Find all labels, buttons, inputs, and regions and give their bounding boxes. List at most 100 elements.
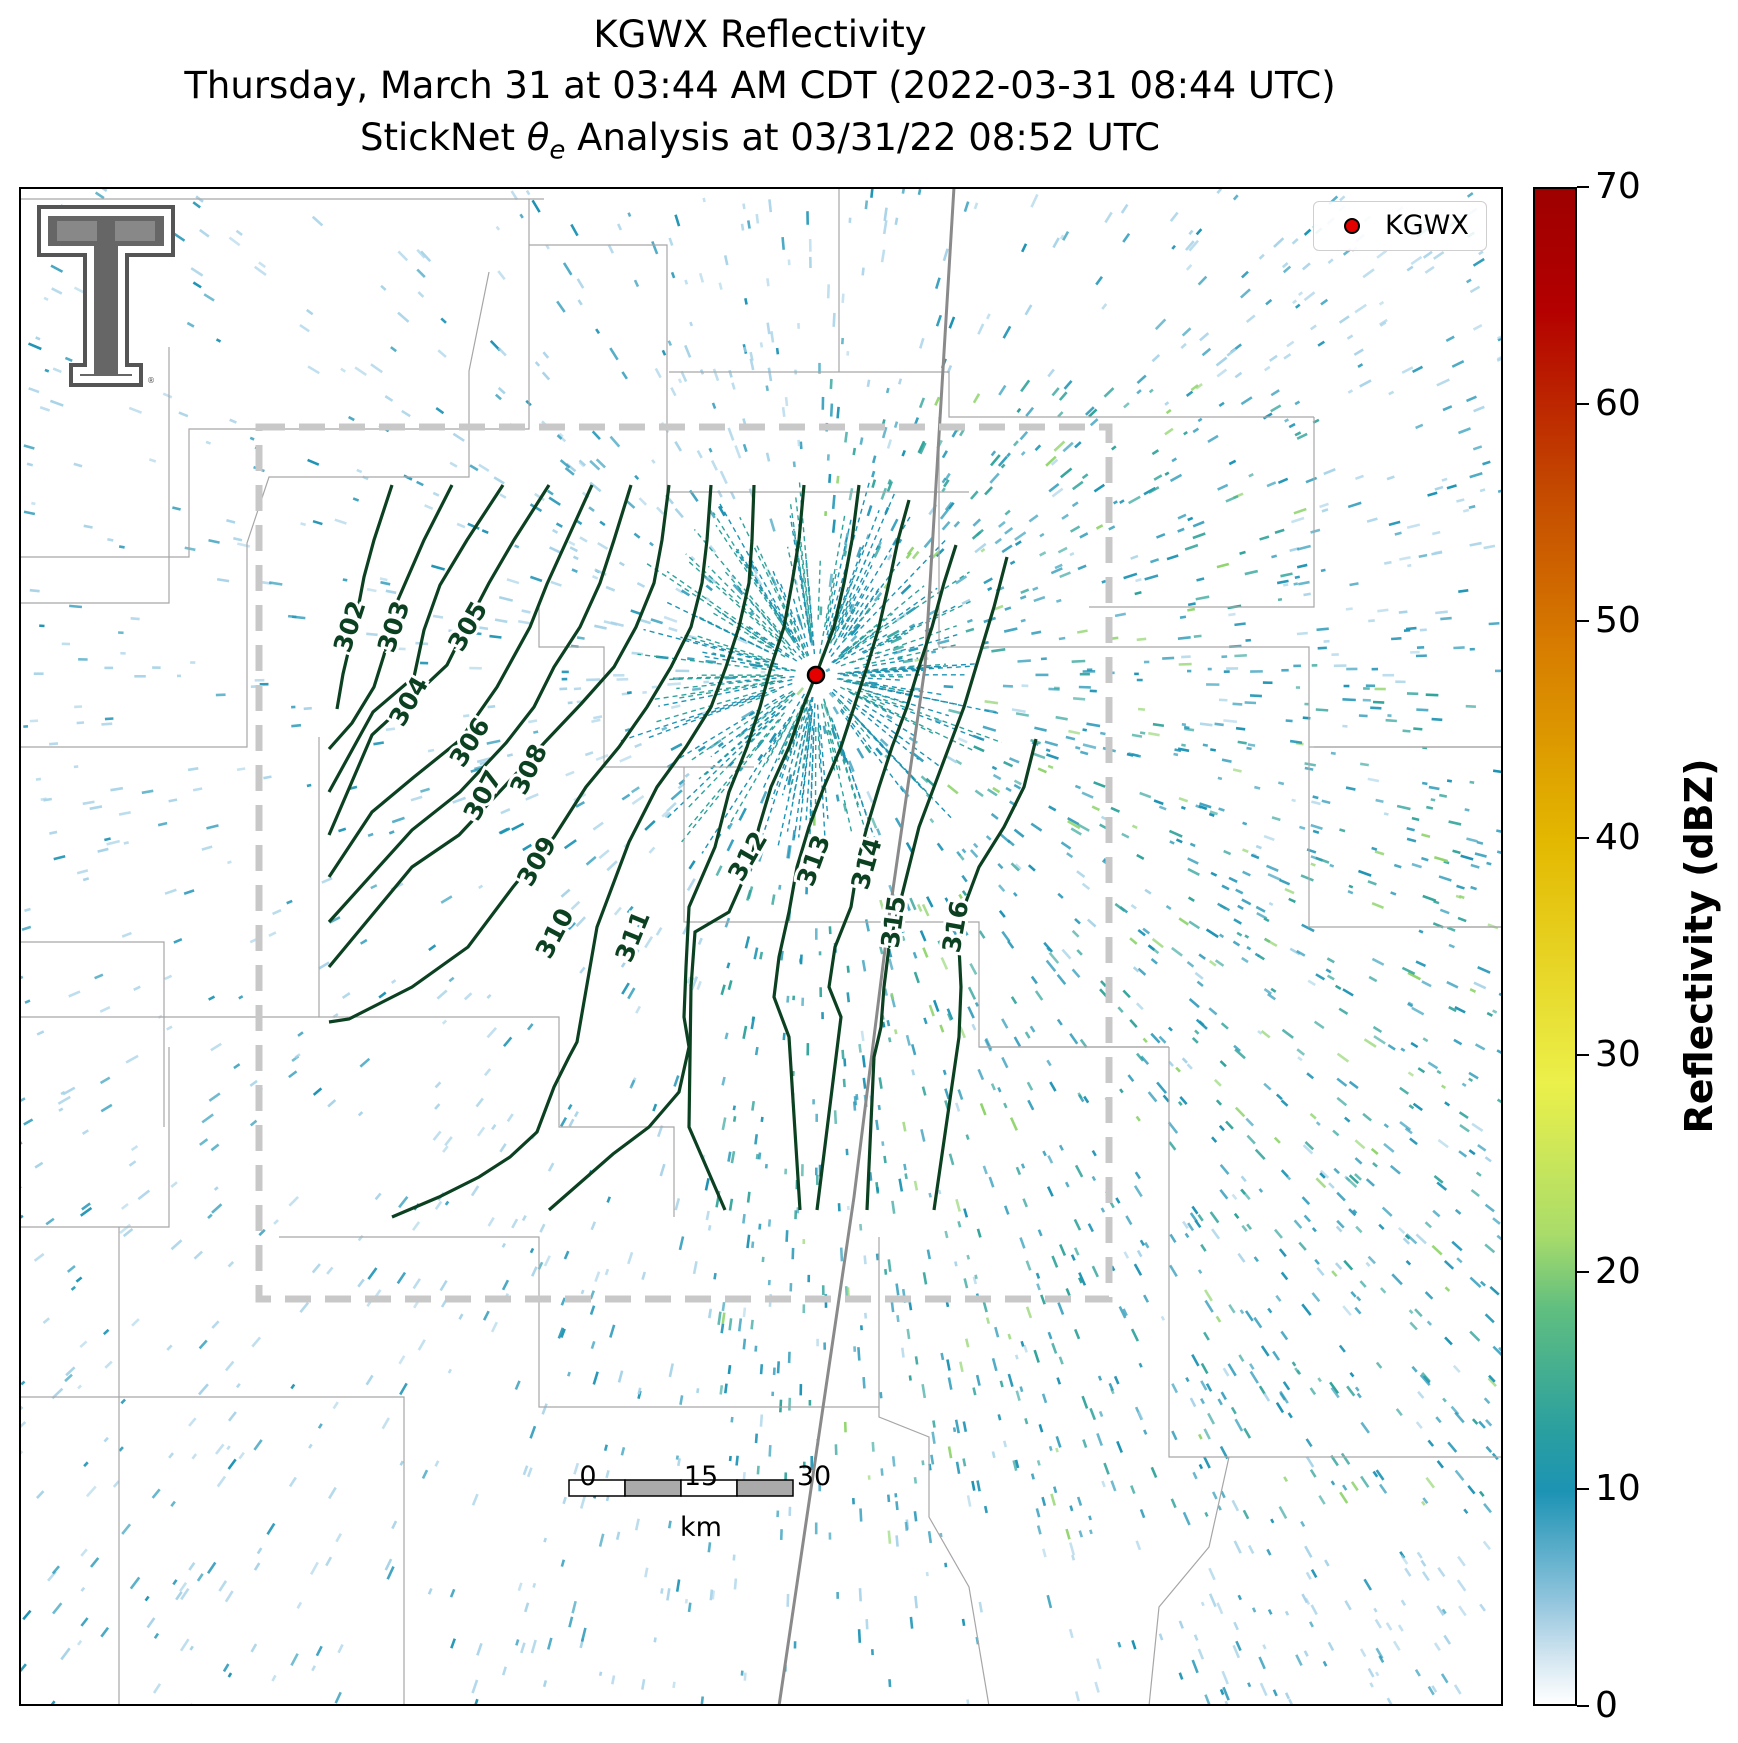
reflectivity-gate xyxy=(565,770,575,777)
reflectivity-gate xyxy=(808,238,812,252)
reflectivity-gate xyxy=(1020,1163,1026,1169)
reflectivity-gate xyxy=(1059,571,1071,579)
reflectivity-radial xyxy=(862,644,957,666)
reflectivity-radial xyxy=(786,704,812,832)
reflectivity-radial xyxy=(781,706,808,796)
reflectivity-gate xyxy=(1002,684,1013,688)
reflectivity-gate xyxy=(547,1637,553,1650)
reflectivity-gate xyxy=(703,680,709,684)
reflectivity-gate xyxy=(605,585,616,592)
reflectivity-gate xyxy=(1254,785,1261,790)
reflectivity-gate xyxy=(1305,476,1318,484)
reflectivity-gate xyxy=(684,344,692,358)
reflectivity-gate xyxy=(969,963,978,975)
reflectivity-gate xyxy=(1130,1485,1136,1495)
reflectivity-gate xyxy=(1370,1147,1379,1156)
reflectivity-gate xyxy=(768,732,778,744)
reflectivity-gate xyxy=(1182,1220,1189,1230)
reflectivity-gate xyxy=(439,1279,448,1292)
reflectivity-gate xyxy=(235,229,243,236)
reflectivity-gate xyxy=(1461,1082,1467,1087)
reflectivity-gate xyxy=(846,965,850,973)
reflectivity-gate xyxy=(533,730,539,734)
reflectivity-radial xyxy=(832,688,920,761)
reflectivity-gate xyxy=(1055,1447,1059,1453)
reflectivity-gate xyxy=(977,323,985,335)
scale-label-30: 30 xyxy=(796,1461,832,1492)
reflectivity-gate xyxy=(1327,258,1334,265)
reflectivity-gate xyxy=(1003,760,1014,768)
reflectivity-gate xyxy=(1303,228,1312,236)
reflectivity-gate xyxy=(560,1328,566,1338)
reflectivity-gate xyxy=(1367,880,1377,886)
reflectivity-gate xyxy=(1050,567,1063,575)
reflectivity-gate xyxy=(1143,1429,1148,1435)
reflectivity-gate xyxy=(1083,1095,1090,1104)
reflectivity-gate xyxy=(759,1364,764,1375)
reflectivity-gate xyxy=(568,540,576,547)
reflectivity-gate xyxy=(1301,1196,1311,1206)
reflectivity-gate xyxy=(1021,684,1029,688)
reflectivity-gate xyxy=(1246,1223,1253,1230)
reflectivity-gate xyxy=(1188,239,1200,252)
reflectivity-gate xyxy=(1055,1435,1062,1448)
reflectivity-gate xyxy=(1303,592,1311,597)
reflectivity-gate xyxy=(604,1268,610,1276)
reflectivity-gate xyxy=(1167,1121,1179,1134)
reflectivity-gate xyxy=(398,1195,409,1209)
reflectivity-gate xyxy=(216,577,230,583)
reflectivity-gate xyxy=(1306,1072,1315,1080)
reflectivity-gate xyxy=(495,225,501,231)
reflectivity-gate xyxy=(104,1360,113,1369)
reflectivity-gate xyxy=(977,1068,985,1081)
reflectivity-gate xyxy=(626,905,634,914)
reflectivity-gate xyxy=(1147,944,1156,952)
reflectivity-gate xyxy=(875,1253,880,1261)
reflectivity-gate xyxy=(1091,1265,1099,1278)
reflectivity-gate xyxy=(1033,1349,1040,1363)
reflectivity-gate xyxy=(560,888,571,898)
reflectivity-gate xyxy=(972,518,982,527)
reflectivity-gate xyxy=(1421,980,1432,988)
reflectivity-gate xyxy=(1421,781,1428,786)
reflectivity-gate xyxy=(401,409,411,418)
reflectivity-gate xyxy=(78,658,88,661)
reflectivity-gate xyxy=(1089,1407,1097,1421)
reflectivity-gate xyxy=(1232,940,1241,947)
reflectivity-gate xyxy=(655,506,665,515)
reflectivity-gate xyxy=(208,539,220,544)
reflectivity-gate xyxy=(1427,1439,1435,1447)
reflectivity-gate xyxy=(1454,1005,1466,1014)
reflectivity-gate xyxy=(518,619,533,625)
reflectivity-gate xyxy=(1032,752,1046,760)
contour-label: 311 xyxy=(609,907,655,966)
reflectivity-gate xyxy=(249,1079,258,1087)
reflectivity-gate xyxy=(104,717,114,721)
reflectivity-gate xyxy=(1407,971,1421,981)
reflectivity-gate xyxy=(1379,321,1387,327)
reflectivity-gate xyxy=(216,1475,227,1488)
reflectivity-gate xyxy=(997,1087,1002,1093)
reflectivity-gate xyxy=(1355,1225,1363,1234)
reflectivity-gate xyxy=(1477,966,1491,974)
reflectivity-gate xyxy=(1283,353,1292,360)
reflectivity-gate xyxy=(961,1618,966,1627)
reflectivity-gate xyxy=(1237,1594,1242,1601)
reflectivity-gate xyxy=(228,236,241,247)
reflectivity-gate xyxy=(858,1043,862,1053)
reflectivity-gate xyxy=(674,507,684,519)
reflectivity-gate xyxy=(1282,265,1292,274)
reflectivity-gate xyxy=(1198,804,1208,811)
reflectivity-gate xyxy=(427,1587,433,1595)
reflectivity-gate xyxy=(976,1228,982,1238)
reflectivity-gate xyxy=(1181,743,1186,747)
reflectivity-radial xyxy=(834,602,859,644)
reflectivity-gate xyxy=(1194,1029,1200,1035)
reflectivity-gate xyxy=(1385,718,1397,723)
reflectivity-gate xyxy=(177,674,181,678)
reflectivity-gate xyxy=(416,268,426,278)
reflectivity-gate xyxy=(1456,884,1465,890)
reflectivity-gate xyxy=(948,1153,955,1166)
reflectivity-gate xyxy=(911,752,925,763)
